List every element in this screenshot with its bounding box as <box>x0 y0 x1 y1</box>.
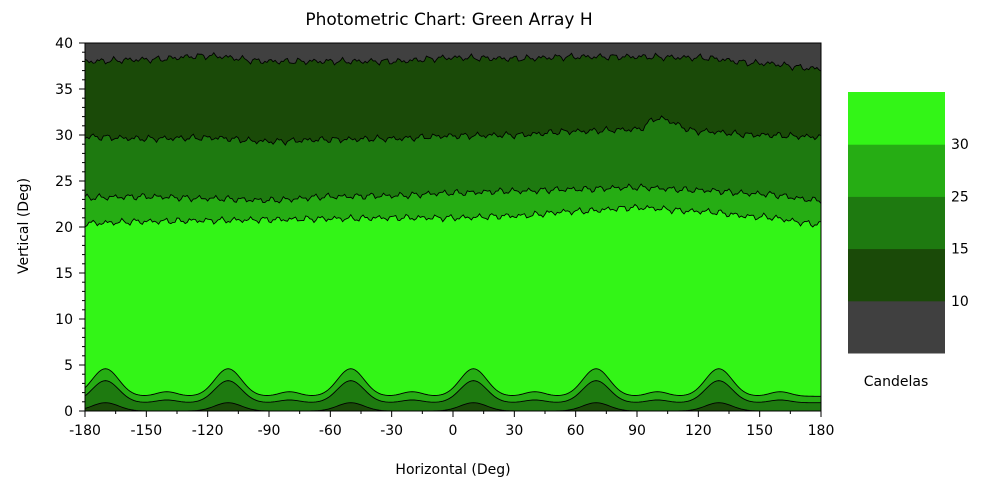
colorbar-band <box>848 92 945 145</box>
y-tick-label: 0 <box>64 404 73 420</box>
colorbar-band <box>848 249 945 302</box>
colorbar-band <box>848 144 945 197</box>
x-tick-label: 90 <box>628 423 646 439</box>
x-tick-label: -180 <box>69 423 101 439</box>
y-tick-label: 25 <box>55 174 73 190</box>
x-tick-label: 180 <box>808 423 835 439</box>
x-axis: -180 -150 -120 -90 -60 -30 0 30 60 90 120 150 180 <box>69 411 834 439</box>
colorbar-tick-label: 10 <box>951 294 969 310</box>
y-tick-label: 10 <box>55 312 73 328</box>
contour-plot-area <box>85 43 821 411</box>
colorbar-tick-label: 30 <box>951 137 969 153</box>
x-tick-label: 30 <box>505 423 523 439</box>
contour-layers <box>85 43 821 411</box>
colorbar-tick-label: 25 <box>951 189 969 205</box>
x-tick-label: 120 <box>685 423 712 439</box>
y-tick-label: 20 <box>55 220 73 236</box>
x-tick-label: -120 <box>192 423 224 439</box>
x-tick-label: -90 <box>258 423 281 439</box>
y-tick-label: 5 <box>64 358 73 374</box>
y-tick-label: 35 <box>55 82 73 98</box>
y-tick-label: 40 <box>55 36 73 52</box>
colorbar-band <box>848 301 945 354</box>
y-axis-title: Vertical (Deg) <box>16 178 32 274</box>
colorbar-band <box>848 196 945 249</box>
x-tick-label: 0 <box>449 423 458 439</box>
x-tick-label: 60 <box>567 423 585 439</box>
y-axis: 0 5 10 15 20 25 30 35 40 <box>55 36 85 420</box>
colorbar-legend: 10 15 25 30 <box>848 92 969 354</box>
x-tick-label: 150 <box>746 423 773 439</box>
x-tick-label: -30 <box>380 423 403 439</box>
x-tick-label: -150 <box>130 423 162 439</box>
colorbar-title: Candelas <box>864 374 929 390</box>
chart-title: Photometric Chart: Green Array H <box>305 10 592 30</box>
y-tick-label: 30 <box>55 128 73 144</box>
x-tick-label: -60 <box>319 423 342 439</box>
colorbar-tick-label: 15 <box>951 242 969 258</box>
y-tick-label: 15 <box>55 266 73 282</box>
x-axis-title: Horizontal (Deg) <box>395 462 510 478</box>
